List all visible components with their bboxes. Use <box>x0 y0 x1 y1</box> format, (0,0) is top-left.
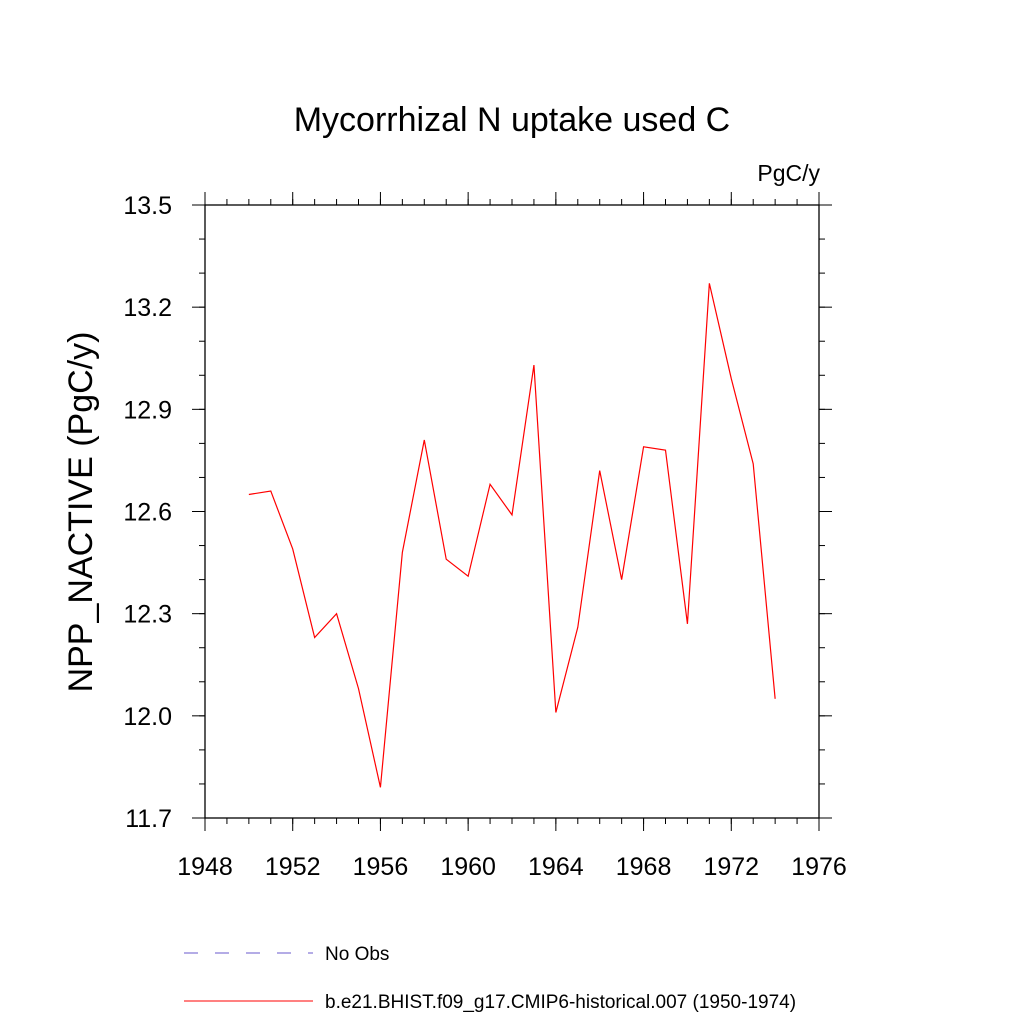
y-axis-label: NPP_NACTIVE (PgC/y) <box>62 332 100 693</box>
legend-label: b.e21.BHIST.f09_g17.CMIP6-historical.007… <box>325 992 796 1013</box>
y-axis: 11.7 12.0 12.3 12.6 12.9 13.2 13.5 <box>123 192 832 833</box>
x-tick-label: 1952 <box>265 853 321 881</box>
series-line <box>248 283 776 788</box>
x-tick-label: 1948 <box>177 853 233 881</box>
x-tick-label: 1960 <box>440 853 496 881</box>
x-axis: 1948 1952 1956 1960 1964 1968 1972 1976 <box>177 192 847 881</box>
y-tick-label: 12.3 <box>123 601 172 629</box>
y-tick-label: 12.0 <box>123 703 172 731</box>
x-tick-label: 1972 <box>703 853 759 881</box>
x-tick-label: 1964 <box>528 853 584 881</box>
x-tick-label: 1968 <box>616 853 672 881</box>
legend: No Obs b.e21.BHIST.f09_g17.CMIP6-historic… <box>184 944 796 1013</box>
y-tick-label: 13.2 <box>123 294 172 322</box>
y-tick-label: 11.7 <box>125 805 172 833</box>
x-tick-label: 1976 <box>791 853 847 881</box>
x-tick-label: 1956 <box>353 853 409 881</box>
y-tick-label: 13.5 <box>123 192 172 220</box>
chart-title: Mycorrhizal N uptake used C <box>294 101 731 139</box>
legend-label: No Obs <box>325 944 389 965</box>
units-label: PgC/y <box>757 160 820 186</box>
series-layer <box>248 283 776 788</box>
y-tick-label: 12.9 <box>123 396 172 424</box>
y-tick-label: 12.6 <box>123 499 172 527</box>
